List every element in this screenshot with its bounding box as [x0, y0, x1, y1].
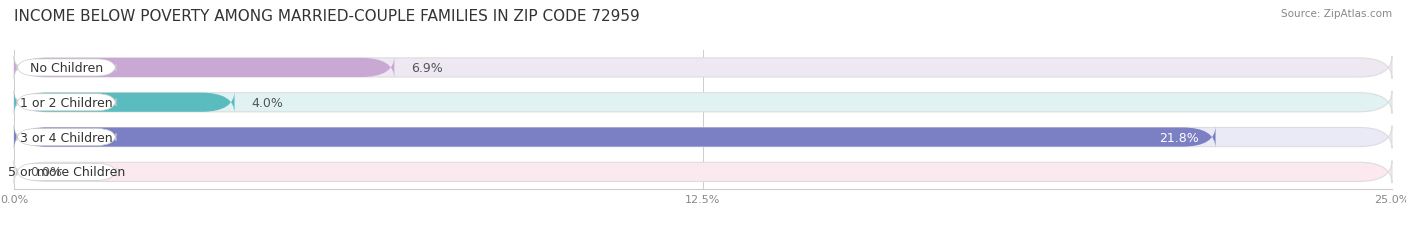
- Text: 0.0%: 0.0%: [31, 166, 63, 179]
- Text: 21.8%: 21.8%: [1160, 131, 1199, 144]
- FancyBboxPatch shape: [14, 91, 235, 114]
- Text: 6.9%: 6.9%: [411, 62, 443, 75]
- FancyBboxPatch shape: [14, 161, 1392, 183]
- FancyBboxPatch shape: [14, 126, 1392, 149]
- FancyBboxPatch shape: [17, 164, 117, 181]
- FancyBboxPatch shape: [17, 94, 117, 111]
- Text: INCOME BELOW POVERTY AMONG MARRIED-COUPLE FAMILIES IN ZIP CODE 72959: INCOME BELOW POVERTY AMONG MARRIED-COUPL…: [14, 9, 640, 24]
- FancyBboxPatch shape: [14, 91, 1392, 114]
- Text: No Children: No Children: [30, 62, 103, 75]
- Text: 4.0%: 4.0%: [252, 96, 283, 109]
- Text: 3 or 4 Children: 3 or 4 Children: [20, 131, 112, 144]
- Text: 1 or 2 Children: 1 or 2 Children: [20, 96, 112, 109]
- FancyBboxPatch shape: [17, 129, 117, 146]
- FancyBboxPatch shape: [14, 57, 394, 79]
- Text: 5 or more Children: 5 or more Children: [8, 166, 125, 179]
- FancyBboxPatch shape: [17, 60, 117, 77]
- FancyBboxPatch shape: [14, 126, 1216, 149]
- FancyBboxPatch shape: [14, 57, 1392, 79]
- Text: Source: ZipAtlas.com: Source: ZipAtlas.com: [1281, 9, 1392, 19]
